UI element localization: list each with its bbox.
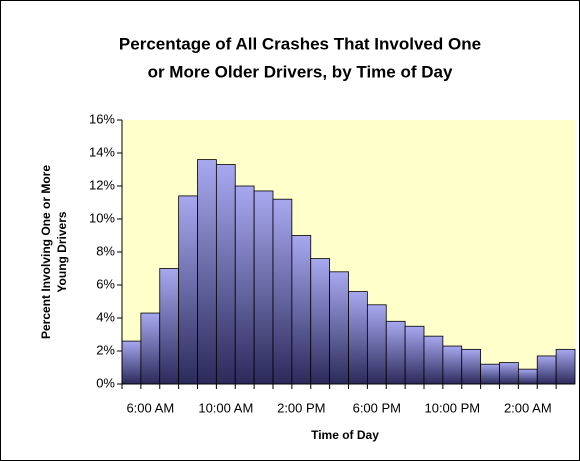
bar	[310, 258, 331, 385]
bar	[536, 355, 557, 385]
y-tick-label: 14%	[89, 144, 115, 159]
x-tick-label: 6:00 PM	[353, 400, 401, 415]
bar	[480, 363, 500, 385]
bar	[159, 268, 180, 385]
y-axis-label: Percent Involving One or More	[39, 165, 53, 339]
y-tick-label: 10%	[89, 210, 115, 225]
y-tick-label: 8%	[96, 243, 115, 258]
x-axis-label: Time of Day	[311, 428, 379, 442]
bar	[366, 304, 387, 385]
y-tick-label: 2%	[96, 342, 115, 357]
bar	[499, 362, 519, 385]
y-tick-label: 0%	[96, 375, 115, 390]
bar	[442, 345, 463, 385]
x-tick-label: 6:00 AM	[126, 400, 174, 415]
bar	[291, 235, 312, 385]
bar	[423, 335, 444, 385]
y-tick-label: 16%	[89, 111, 115, 126]
chart-title: Percentage of All Crashes That Involved …	[119, 34, 481, 53]
bar	[215, 164, 236, 385]
bar	[385, 320, 406, 385]
chart-title: or More Older Drivers, by Time of Day	[148, 62, 453, 81]
y-axis-label: Young Drivers	[55, 211, 69, 292]
x-tick-label: 10:00 PM	[424, 400, 480, 415]
bar	[234, 185, 255, 385]
y-tick-label: 6%	[96, 276, 115, 291]
x-tick-label: 2:00 AM	[504, 400, 552, 415]
bar	[348, 291, 368, 385]
bar	[517, 368, 538, 385]
bar	[329, 271, 349, 385]
bar	[272, 198, 293, 385]
bar	[197, 159, 217, 385]
bar	[121, 340, 142, 385]
bar	[555, 348, 576, 385]
bar	[404, 325, 425, 385]
bar	[461, 348, 482, 385]
bar	[253, 190, 274, 385]
x-tick-label: 10:00 AM	[198, 400, 253, 415]
x-tick-label: 2:00 PM	[277, 400, 325, 415]
y-tick-label: 12%	[89, 177, 115, 192]
y-tick-label: 4%	[96, 309, 115, 324]
bar	[178, 195, 198, 385]
bar	[140, 312, 161, 385]
